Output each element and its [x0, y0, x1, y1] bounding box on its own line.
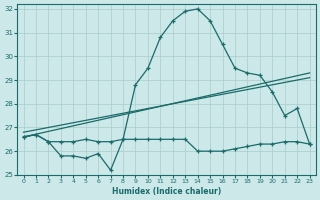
X-axis label: Humidex (Indice chaleur): Humidex (Indice chaleur) — [112, 187, 221, 196]
